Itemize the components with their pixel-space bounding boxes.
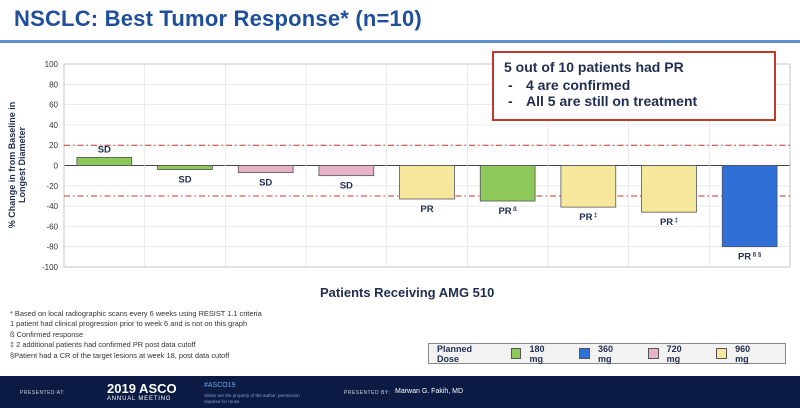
bar-response-label: PR ‡ (660, 217, 678, 228)
x-axis-label: Patients Receiving AMG 510 (320, 285, 495, 300)
bar-response-label: SD (340, 181, 353, 192)
footer-bar: PRESENTED AT: 2019 ASCO ANNUAL MEETING #… (0, 376, 800, 408)
footnote: ‡ 2 additional patients had confirmed PR… (10, 340, 196, 350)
y-tick-label: -100 (42, 263, 59, 272)
bar-labels: SD SD SD SD PR PRß PR ‡ PR ‡ PR ß § (98, 144, 762, 262)
y-tick-label: 0 (54, 162, 59, 171)
legend-swatch (647, 348, 659, 359)
legend-item: 360 mg (579, 344, 628, 364)
bar-footnote-mark: ‡ (594, 213, 597, 219)
legend-item: 720 mg (647, 343, 697, 364)
legend-label: 960 mg (735, 343, 751, 364)
legend-title: Planned Dose (437, 343, 473, 364)
bar-patient-8 (641, 165, 697, 213)
meeting-subtitle: ANNUAL MEETING (107, 396, 172, 402)
presented-at-label: PRESENTED AT: (20, 390, 66, 396)
y-tick-label: 40 (49, 121, 58, 130)
y-tick-label: -60 (46, 222, 58, 231)
legend-item: 960 mg (716, 344, 765, 364)
bar-response-label: PR ß § (738, 252, 762, 263)
footnote: 1 patient had clinical progression prior… (10, 319, 248, 329)
footnotes: * Based on local radiographic scans ever… (10, 309, 262, 361)
bar-patient-1 (76, 156, 133, 166)
legend-swatch (716, 348, 728, 359)
waterfall-chart: SD SD SD SD PR PRß PR ‡ PR ‡ PR ß § 100 80 60 40 20 0 -20… (42, 60, 791, 272)
y-tick-label: -40 (46, 202, 58, 211)
bullet-dash: - (508, 77, 513, 93)
bar-patient-5 (399, 165, 455, 200)
bar-footnote-mark: ß § (753, 253, 762, 259)
callout-bullet: -4 are confirmed (504, 77, 764, 93)
summary-callout: 5 out of 10 patients had PR -4 are confi… (492, 51, 776, 121)
bar-response-label: SD (259, 178, 272, 189)
y-tick-label: 60 (49, 101, 58, 110)
bar-patient-4 (318, 165, 375, 177)
meeting-logo: 2019 ASCO (107, 381, 177, 396)
bar-footnote-mark: ß (513, 207, 517, 213)
bar-footnote-mark: ‡ (675, 218, 678, 224)
legend-swatch (510, 348, 522, 359)
bar-response-label: PRß (498, 206, 517, 217)
title-divider (0, 40, 800, 43)
bar-patient-9 (721, 165, 778, 248)
legend-label: 180 mg (529, 343, 545, 364)
presenter-name: Marwan G. Fakih, MD (395, 388, 464, 395)
y-tick-label: 20 (49, 141, 58, 150)
legend-item: 180 mg (510, 343, 560, 364)
legend-swatch (579, 348, 590, 359)
footnote: * Based on local radiographic scans ever… (10, 309, 262, 318)
bars (76, 156, 778, 248)
callout-bullet: - All 5 are still on treatment (504, 93, 764, 109)
dose-legend: Planned Dose 180 mg 360 mg 720 mg 960 mg (428, 343, 786, 364)
bar-patient-2 (157, 165, 213, 170)
disclaimer: Slides are the property of the author, p… (204, 393, 300, 404)
callout-headline: 5 out of 10 patients had PR (504, 59, 684, 75)
legend-label: 360 mg (598, 343, 614, 364)
hashtag: #ASCO19 (204, 382, 236, 389)
plot-area-border (63, 63, 791, 268)
bar-patient-7 (560, 165, 617, 208)
bar-response-label: SD (178, 175, 191, 186)
y-tick-label: 80 (49, 80, 58, 89)
bullet-dash: - (508, 93, 513, 109)
presented-by-label: PRESENTED BY: (344, 390, 391, 396)
legend-label: 720 mg (666, 343, 682, 364)
y-tick-label: 100 (45, 60, 59, 69)
bar-response-label: SD (98, 144, 111, 155)
y-tick-labels: 100 80 60 40 20 0 -20 -40 -60 -80 -100 (42, 60, 59, 272)
bullet-text: All 5 are still on treatment (526, 93, 698, 109)
bar-response-label: PR ‡ (579, 212, 597, 223)
footnote: ß Confirmed response (10, 329, 84, 339)
y-tick-label: -20 (46, 182, 58, 191)
page-title: NSCLC: Best Tumor Response* (n=10) (14, 6, 422, 31)
footnote: §Patient had a CR of the target lesions … (10, 350, 230, 360)
bar-patient-3 (237, 165, 294, 174)
bar-response-label: PR (420, 204, 433, 215)
bar-patient-6 (479, 165, 536, 202)
y-tick-label: -80 (46, 243, 58, 252)
y-axis-label: % Change in from Baseline in Longest Dia… (7, 101, 27, 229)
bullet-text: 4 are confirmed (526, 77, 631, 93)
